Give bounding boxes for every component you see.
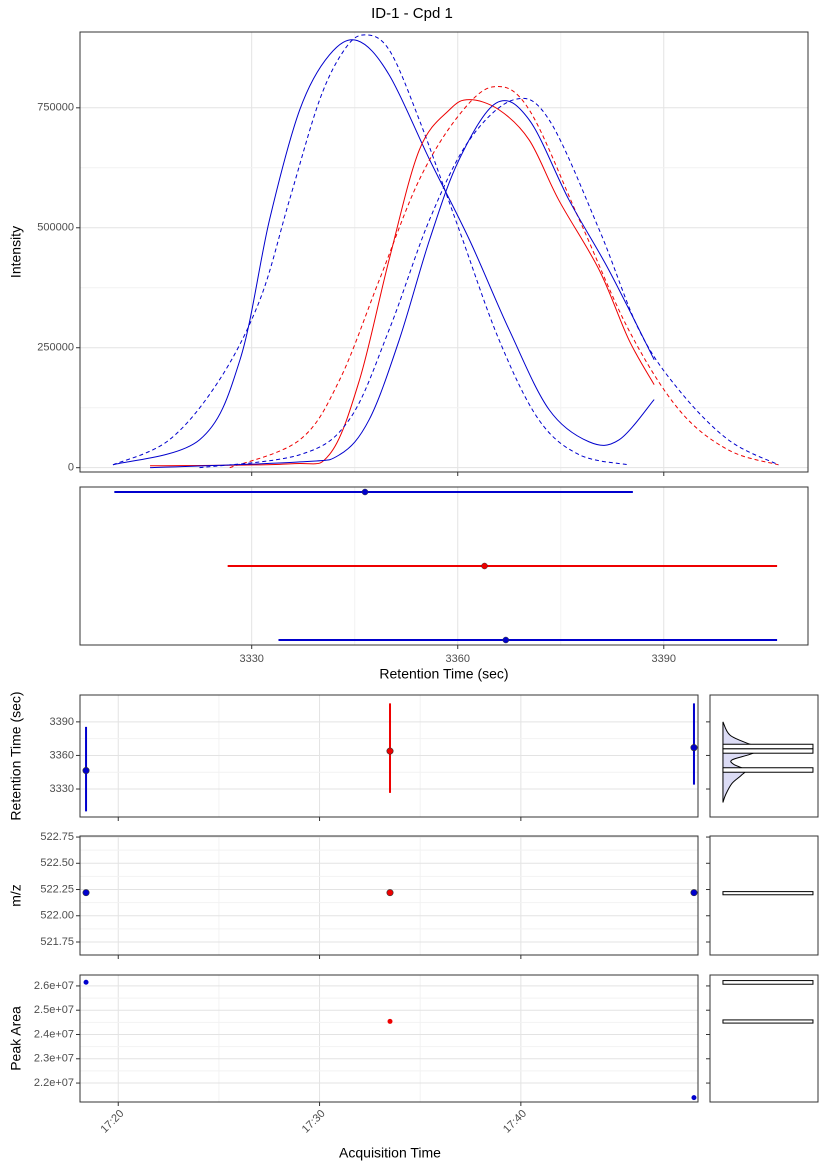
y-axis-title: m/z — [8, 884, 24, 907]
y-axis-title: Retention Time (sec) — [8, 691, 24, 820]
y-tick-label: 2.4e+07 — [34, 1028, 74, 1040]
range-point — [502, 636, 510, 644]
panel-background — [80, 695, 698, 817]
x-tick-label: 3330 — [239, 653, 263, 665]
x-tick-label: 17:20 — [98, 1108, 126, 1136]
panel-background — [80, 32, 808, 472]
y-tick-label: 2.5e+07 — [34, 1004, 74, 1016]
margin-density — [722, 721, 764, 803]
range-point — [361, 488, 369, 496]
x-tick-label: 3390 — [652, 653, 676, 665]
point — [691, 1095, 697, 1101]
point — [386, 889, 394, 897]
chromatogram-line — [199, 97, 779, 469]
y-axis-title: Peak Area — [8, 1006, 24, 1071]
point — [386, 747, 394, 755]
margin-background — [709, 974, 819, 1103]
y-tick-label: 2.2e+07 — [34, 1077, 74, 1089]
y-tick-label: 250000 — [37, 342, 74, 354]
point — [690, 889, 698, 897]
margin-bar — [722, 743, 814, 750]
margin-bar — [722, 891, 814, 896]
chromatogram-line — [150, 100, 655, 469]
chart-title: ID-1 - Cpd 1 — [371, 5, 453, 22]
y-tick-label: 2.6e+07 — [34, 980, 74, 992]
margin-bar — [722, 1019, 814, 1024]
point — [82, 767, 90, 775]
point — [83, 979, 89, 985]
x-axis-title: Acquisition Time — [339, 1145, 441, 1161]
y-axis-title: Intensity — [8, 226, 24, 278]
x-tick-label: 3360 — [445, 653, 469, 665]
x-tick-label: 17:40 — [501, 1108, 529, 1136]
y-tick-label: 750000 — [37, 102, 74, 114]
y-tick-label: 3330 — [50, 783, 74, 795]
chromatogram-line — [112, 34, 629, 466]
x-tick-label: 17:30 — [300, 1108, 328, 1136]
y-tick-label: 521.75 — [40, 936, 74, 948]
y-tick-label: 2.3e+07 — [34, 1053, 74, 1065]
y-tick-label: 500000 — [37, 222, 74, 234]
y-tick-label: 522.25 — [40, 883, 74, 895]
panel-border — [79, 974, 699, 1103]
y-tick-label: 3390 — [50, 716, 74, 728]
margin-bar — [722, 748, 814, 754]
x-axis-title: Retention Time (sec) — [379, 666, 508, 682]
chromatogram-line — [112, 39, 655, 466]
range-point — [481, 562, 488, 570]
y-tick-label: 3360 — [50, 749, 74, 761]
y-tick-label: 522.00 — [40, 910, 74, 922]
y-tick-label: 522.75 — [40, 831, 74, 843]
panel-border — [79, 694, 699, 818]
y-tick-label: 0 — [68, 462, 74, 474]
margin-background — [709, 835, 819, 956]
point — [690, 744, 698, 752]
point — [82, 889, 90, 897]
panel-background — [80, 975, 698, 1102]
margin-bar — [722, 980, 814, 985]
y-tick-label: 522.50 — [40, 857, 74, 869]
panel-border — [79, 486, 809, 646]
panel-border — [79, 31, 809, 473]
chromatogram-line — [150, 99, 655, 467]
panel-border — [79, 835, 699, 956]
point — [387, 1018, 393, 1024]
chromatogram-line — [229, 86, 779, 469]
margin-bar — [722, 767, 814, 773]
